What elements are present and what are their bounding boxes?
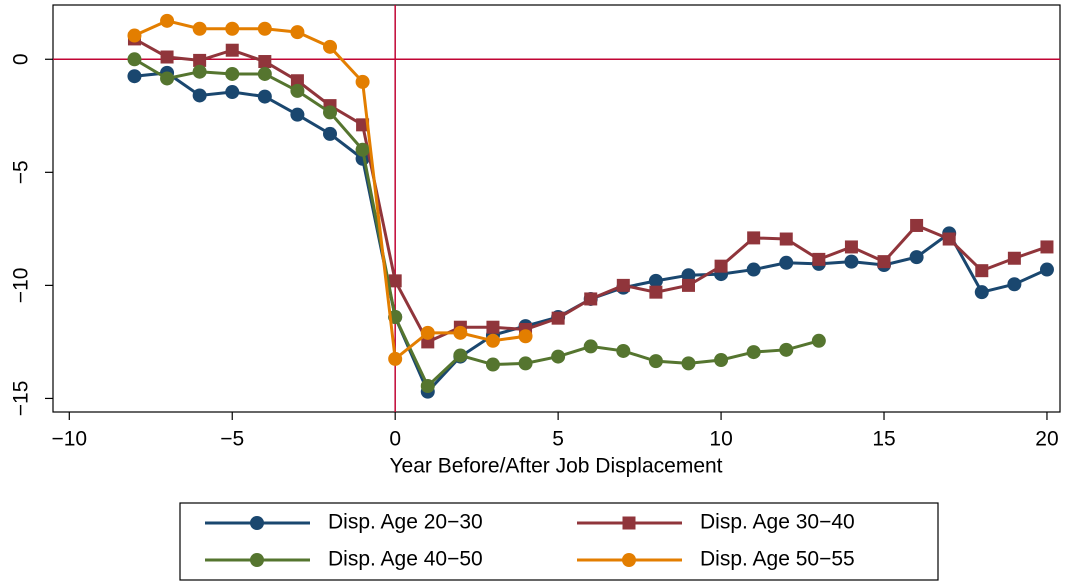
data-point xyxy=(747,231,761,245)
data-point xyxy=(323,105,338,120)
data-point xyxy=(779,232,793,246)
data-point xyxy=(420,378,435,393)
data-point xyxy=(453,325,468,340)
data-point xyxy=(127,52,142,67)
legend-marker xyxy=(250,516,264,530)
data-point xyxy=(1039,262,1054,277)
x-tick-label: 20 xyxy=(1035,428,1058,451)
data-point xyxy=(225,43,239,57)
data-point xyxy=(323,126,338,141)
y-tick-label: −5 xyxy=(10,160,33,184)
data-point xyxy=(290,107,305,122)
data-point xyxy=(681,356,696,371)
data-point xyxy=(714,259,728,273)
data-point xyxy=(746,262,761,277)
y-tick-label: −15 xyxy=(10,381,33,417)
plot-frame xyxy=(52,4,1061,413)
data-point xyxy=(779,342,794,357)
data-point xyxy=(584,292,598,306)
data-point xyxy=(160,71,175,86)
data-point xyxy=(355,74,370,89)
legend-label: Disp. Age 40−50 xyxy=(328,548,483,571)
data-point xyxy=(648,354,663,369)
y-tick-label: −10 xyxy=(10,268,33,304)
data-point xyxy=(518,329,533,344)
data-point xyxy=(388,274,402,288)
data-point xyxy=(583,339,598,354)
data-point xyxy=(420,325,435,340)
data-point xyxy=(974,285,989,300)
data-point xyxy=(388,351,403,366)
data-point xyxy=(551,311,565,325)
legend-marker xyxy=(622,553,636,567)
legend-label: Disp. Age 50−55 xyxy=(700,548,855,571)
data-point xyxy=(844,240,858,254)
data-point xyxy=(323,39,338,54)
data-point xyxy=(714,352,729,367)
data-point xyxy=(616,343,631,358)
data-point xyxy=(811,333,826,348)
data-point xyxy=(681,278,695,292)
data-point xyxy=(812,252,826,266)
legend-label: Disp. Age 20−30 xyxy=(328,511,483,534)
data-point xyxy=(1040,240,1054,254)
data-point xyxy=(127,28,142,43)
data-point xyxy=(485,333,500,348)
data-point xyxy=(746,345,761,360)
data-point xyxy=(485,357,500,372)
data-point xyxy=(257,89,272,104)
data-point xyxy=(681,268,696,283)
data-point xyxy=(486,320,500,334)
x-tick-label: 0 xyxy=(389,428,401,451)
data-point xyxy=(160,13,175,28)
data-point xyxy=(160,50,174,64)
data-point xyxy=(1007,277,1022,292)
data-point xyxy=(616,278,630,292)
data-point xyxy=(1007,251,1021,265)
data-point xyxy=(910,218,924,232)
data-point xyxy=(779,255,794,270)
x-tick-label: 10 xyxy=(709,428,732,451)
data-point xyxy=(192,64,207,79)
legend-marker xyxy=(250,553,264,567)
data-point xyxy=(649,285,663,299)
data-point xyxy=(355,142,370,157)
data-point xyxy=(127,69,142,84)
x-axis-label: Year Before/After Job Displacement xyxy=(389,455,722,478)
data-point xyxy=(257,66,272,81)
y-tick-label: 0 xyxy=(10,53,33,65)
legend-marker xyxy=(622,516,636,530)
legend-label: Disp. Age 30−40 xyxy=(700,511,855,534)
data-point xyxy=(225,85,240,100)
series-line xyxy=(133,57,820,389)
data-point xyxy=(648,273,663,288)
data-point xyxy=(909,250,924,265)
data-point xyxy=(258,55,272,69)
legend-box xyxy=(179,502,939,581)
data-point xyxy=(290,83,305,98)
data-point xyxy=(192,88,207,103)
data-point xyxy=(942,232,956,246)
data-point xyxy=(518,356,533,371)
data-point xyxy=(257,21,272,36)
x-tick-label: −10 xyxy=(51,428,87,451)
data-point xyxy=(551,349,566,364)
data-point xyxy=(453,348,468,363)
data-point xyxy=(290,25,305,40)
x-tick-label: 15 xyxy=(872,428,895,451)
data-point xyxy=(844,254,859,269)
data-point xyxy=(290,74,304,88)
x-tick-label: 5 xyxy=(552,428,564,451)
data-point xyxy=(193,53,207,67)
data-point xyxy=(225,66,240,81)
data-point xyxy=(225,21,240,36)
data-point xyxy=(877,255,891,269)
x-tick-label: −5 xyxy=(220,428,244,451)
data-point xyxy=(192,21,207,36)
data-point xyxy=(975,264,989,278)
